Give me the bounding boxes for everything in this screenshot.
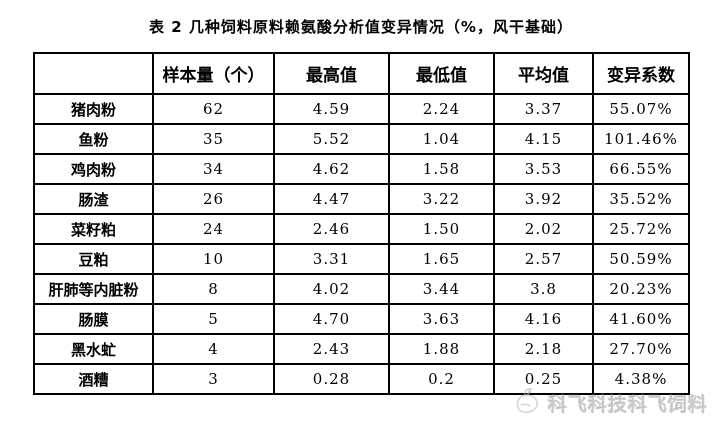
table-cell: 2.02	[493, 213, 594, 245]
table-cell: 4.70	[273, 303, 390, 335]
table-row: 肝肺等内脏粉 8 4.02 3.44 3.8 20.23%	[33, 273, 690, 305]
table-row: 鱼粉 35 5.52 1.04 4.15 101.46%	[33, 123, 690, 155]
table-cell: 3.63	[388, 303, 495, 335]
table-cell: 4.16	[493, 303, 594, 335]
header-cell-min: 最低值	[388, 52, 495, 95]
row-label: 菜籽粕	[33, 213, 154, 245]
table-row: 猪肉粉 62 4.59 2.24 3.37 55.07%	[33, 93, 690, 125]
table-row: 酒糟 3 0.28 0.2 0.25 4.38%	[33, 363, 690, 395]
table-row: 肠渣 26 4.47 3.22 3.92 35.52%	[33, 183, 690, 215]
table-cell: 5.52	[273, 123, 390, 155]
table-row: 豆粕 10 3.31 1.65 2.57 50.59%	[33, 243, 690, 275]
row-label: 肝肺等内脏粉	[33, 273, 154, 305]
table-cell: 3.92	[493, 183, 594, 215]
table-cell: 10	[152, 243, 275, 275]
table-row: 肠膜 5 4.70 3.63 4.16 41.60%	[33, 303, 690, 335]
table-cell: 50.59%	[592, 243, 690, 275]
header-cell-cv: 变异系数	[592, 52, 690, 95]
table-row: 黑水虻 4 2.43 1.88 2.18 27.70%	[33, 333, 690, 365]
table-cell: 3.44	[388, 273, 495, 305]
table-cell: 2.24	[388, 93, 495, 125]
table-cell: 20.23%	[592, 273, 690, 305]
table-cell: 3.8	[493, 273, 594, 305]
table-cell: 2.43	[273, 333, 390, 365]
table-cell: 1.65	[388, 243, 495, 275]
table-header-row: 样本量（个） 最高值 最低值 平均值 变异系数	[33, 52, 690, 95]
table-cell: 1.50	[388, 213, 495, 245]
table-cell: 24	[152, 213, 275, 245]
table-cell: 4.15	[493, 123, 594, 155]
table-row: 菜籽粕 24 2.46 1.50 2.02 25.72%	[33, 213, 690, 245]
table-cell: 0.28	[273, 363, 390, 395]
table-cell: 34	[152, 153, 275, 185]
table-cell: 1.88	[388, 333, 495, 365]
table-cell: 4.62	[273, 153, 390, 185]
header-cell-empty	[33, 52, 154, 95]
table-cell: 8	[152, 273, 275, 305]
table-row: 鸡肉粉 34 4.62 1.58 3.53 66.55%	[33, 153, 690, 185]
row-label: 豆粕	[33, 243, 154, 275]
table-cell: 4.02	[273, 273, 390, 305]
table-cell: 2.46	[273, 213, 390, 245]
table-cell: 3.37	[493, 93, 594, 125]
table-cell: 4	[152, 333, 275, 365]
row-label: 鱼粉	[33, 123, 154, 155]
header-cell-sample-count: 样本量（个）	[152, 52, 275, 95]
row-label: 黑水虻	[33, 333, 154, 365]
table-cell: 101.46%	[592, 123, 690, 155]
table-cell: 41.60%	[592, 303, 690, 335]
table-cell: 35	[152, 123, 275, 155]
row-label: 肠膜	[33, 303, 154, 335]
table-cell: 0.25	[493, 363, 594, 395]
row-label: 肠渣	[33, 183, 154, 215]
header-cell-max: 最高值	[273, 52, 390, 95]
table-cell: 2.18	[493, 333, 594, 365]
table-cell: 2.57	[493, 243, 594, 275]
table-cell: 4.47	[273, 183, 390, 215]
table-cell: 3	[152, 363, 275, 395]
table-cell: 1.58	[388, 153, 495, 185]
table-cell: 3.31	[273, 243, 390, 275]
table-cell: 0.2	[388, 363, 495, 395]
table-title: 表 2 几种饲料原料赖氨酸分析值变异情况（%，风干基础）	[149, 18, 573, 36]
row-label: 鸡肉粉	[33, 153, 154, 185]
header-cell-mean: 平均值	[493, 52, 594, 95]
table-cell: 35.52%	[592, 183, 690, 215]
table-cell: 4.38%	[592, 363, 690, 395]
table-cell: 55.07%	[592, 93, 690, 125]
table-cell: 5	[152, 303, 275, 335]
table-cell: 4.59	[273, 93, 390, 125]
table-cell: 62	[152, 93, 275, 125]
table-cell: 25.72%	[592, 213, 690, 245]
table-cell: 3.53	[493, 153, 594, 185]
row-label: 猪肉粉	[33, 93, 154, 125]
table-cell: 27.70%	[592, 333, 690, 365]
table-cell: 26	[152, 183, 275, 215]
table-body: 猪肉粉 62 4.59 2.24 3.37 55.07% 鱼粉 35 5.52 1.04 4.15 1…	[33, 93, 690, 395]
table-cell: 3.22	[388, 183, 495, 215]
table-cell: 66.55%	[592, 153, 690, 185]
lysine-variation-table: 样本量（个） 最高值 最低值 平均值 变异系数 猪肉粉 62 4.59 2.24 3.3…	[33, 52, 690, 395]
table-cell: 1.04	[388, 123, 495, 155]
row-label: 酒糟	[33, 363, 154, 395]
